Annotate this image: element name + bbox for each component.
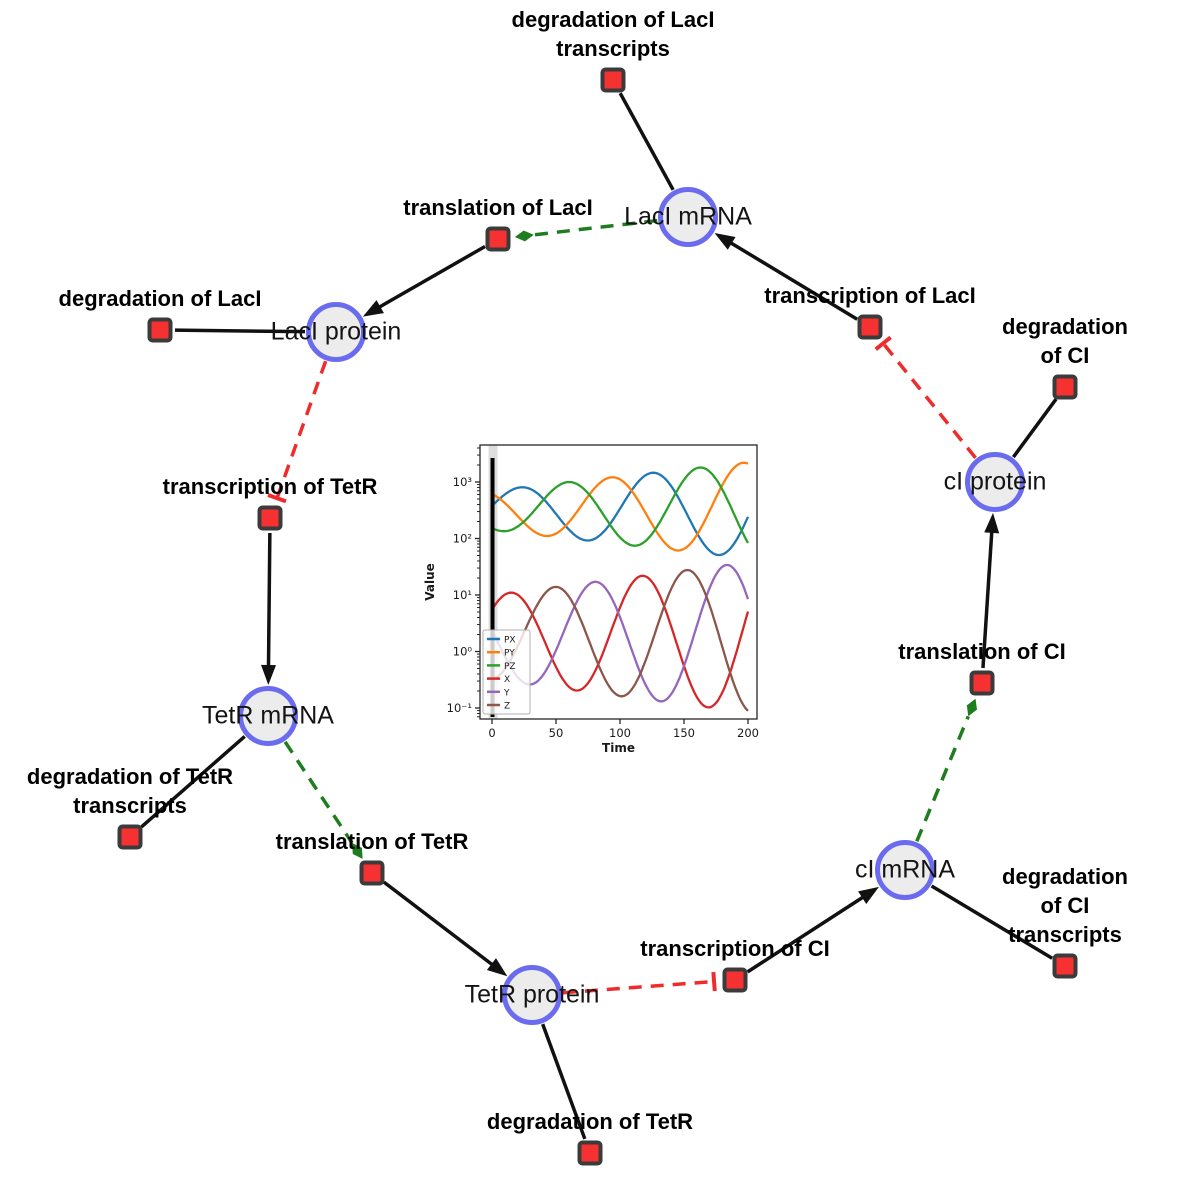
reaction-node-deg_ci — [1052, 374, 1078, 400]
edge-txn_tetr-tetr_mrna-arrow — [261, 532, 277, 686]
chart-frame — [479, 444, 758, 720]
reaction-node-transl_ci — [969, 670, 995, 696]
chart-legend-label-Z: Z — [504, 702, 510, 712]
reaction-label-transl_laci: translation of LacI — [403, 194, 593, 220]
species-node-laci_mrna — [658, 187, 718, 247]
chart-legend-label-PX: PX — [504, 636, 516, 646]
chart-line-PY — [491, 461, 749, 552]
reaction-label-txn_ci: transcription of CI — [640, 935, 830, 961]
edge-tetr_mrna-transl_tetr-catalysis — [283, 740, 363, 859]
chart-x-tick-label: 100 — [609, 726, 631, 740]
reaction-node-deg_tetr — [577, 1140, 603, 1166]
edge-transl_ci-ci_protein-arrow — [981, 512, 1000, 669]
chart-curves — [490, 461, 750, 712]
species-label-ci_mrna: cI mRNA — [855, 855, 955, 884]
reaction-node-transl_laci — [485, 226, 511, 252]
edge-tetr_mrna-deg_tetr_tx-line — [140, 735, 246, 829]
species-node-tetr_mrna — [238, 686, 298, 746]
edge-laci_mrna-transl_laci-catalysis — [514, 218, 658, 242]
species-label-laci_mrna: LacI mRNA — [624, 202, 752, 231]
edge-transl_laci-laci_protein-arrow — [362, 244, 486, 317]
species-node-laci_protein — [306, 302, 366, 362]
edge-tetr_protein-txn_ci-inhibition — [562, 971, 717, 995]
reaction-label-deg_tetr_tx: degradation of TetR transcripts — [26, 763, 234, 818]
species-label-laci_protein: LacI protein — [270, 317, 402, 346]
species-node-ci_protein — [965, 452, 1025, 512]
species-label-tetr_mrna: TetR mRNA — [202, 701, 334, 730]
edge-txn_ci-ci_mrna-arrow — [746, 886, 879, 974]
chart-y-tick-label: 10⁰ — [453, 645, 473, 659]
chart-y-tick-label: 10⁻¹ — [447, 701, 472, 715]
chart-y-tick-label: 10² — [453, 532, 472, 546]
chart-legend-label-Y: Y — [503, 688, 510, 698]
chart-legend-label-PZ: PZ — [504, 662, 516, 672]
edge-laci_protein-deg_laci-line — [174, 328, 306, 334]
species-node-ci_mrna — [875, 840, 935, 900]
chart-line-Z — [491, 568, 749, 712]
reaction-node-deg_ci_tx — [1052, 953, 1078, 979]
chart-legend-label-PY: PY — [504, 649, 515, 659]
chart-line-X — [491, 574, 750, 709]
species-label-tetr_protein: TetR protein — [464, 980, 600, 1009]
reaction-label-deg_ci_tx: degradation of CI transcripts — [1002, 863, 1128, 947]
reaction-label-deg_tetr: degradation of TetR — [486, 1108, 694, 1134]
reaction-label-deg_laci_tx: degradation of LacI transcripts — [511, 6, 715, 61]
edge-laci_mrna-deg_laci_tx-line — [618, 92, 675, 191]
edge-txn_laci-laci_mrna-arrow — [714, 233, 859, 321]
edge-laci_protein-txn_tetr-inhibition — [267, 360, 328, 504]
reaction-label-txn_tetr: transcription of TetR — [162, 473, 378, 499]
reaction-node-txn_tetr — [257, 505, 283, 531]
chart-legend: PX PY PZ XYZ — [482, 629, 531, 715]
chart-y-tick-label: 10³ — [453, 475, 473, 489]
reaction-label-txn_laci: transcription of LacI — [764, 282, 976, 308]
chart-legend-label-X: X — [504, 675, 510, 685]
edge-ci_mrna-deg_ci_tx-line — [930, 884, 1054, 960]
chart-y-tick-label: 10¹ — [453, 588, 472, 602]
species-node-tetr_protein — [502, 965, 562, 1025]
reaction-node-txn_laci — [857, 314, 883, 340]
edge-ci_mrna-transl_ci-catalysis — [915, 698, 977, 843]
edge-tetr_protein-deg_tetr-line — [541, 1023, 587, 1140]
reaction-node-deg_tetr_tx — [117, 824, 143, 850]
edge-ci_protein-deg_ci-line — [1011, 398, 1058, 459]
edge-transl_tetr-tetr_protein-arrow — [382, 880, 508, 977]
reaction-label-transl_ci: translation of CI — [898, 638, 1066, 664]
species-label-ci_protein: cI protein — [943, 467, 1047, 496]
chart-x-axis-title: Time — [602, 741, 635, 755]
chart-line-PX — [491, 471, 750, 557]
chart-line-PZ — [491, 466, 750, 547]
reaction-label-deg_laci: degradation of LacI — [58, 285, 262, 311]
chart-x-tick-label: 150 — [673, 726, 695, 740]
timecourse-plot: 10³ 10² 10¹ 10⁰ 10⁻¹ 0 50 100 150 200 Time Value PX P… — [420, 432, 780, 772]
reaction-node-deg_laci_tx — [600, 67, 626, 93]
chart-x-tick-label: 200 — [737, 726, 759, 740]
reaction-label-transl_tetr: translation of TetR — [275, 828, 469, 854]
edge-ci_protein-txn_laci-inhibition — [874, 335, 977, 459]
reaction-node-transl_tetr — [359, 860, 385, 886]
chart-y-axis-title: Value — [423, 563, 437, 601]
reaction-node-deg_laci — [147, 317, 173, 343]
chart-x-tick-label: 50 — [549, 726, 564, 740]
chart-x-tick-label: 0 — [488, 726, 495, 740]
reaction-node-txn_ci — [722, 967, 748, 993]
reaction-label-deg_ci: degradation of CI — [1002, 313, 1128, 368]
chart-line-Y — [490, 563, 750, 703]
